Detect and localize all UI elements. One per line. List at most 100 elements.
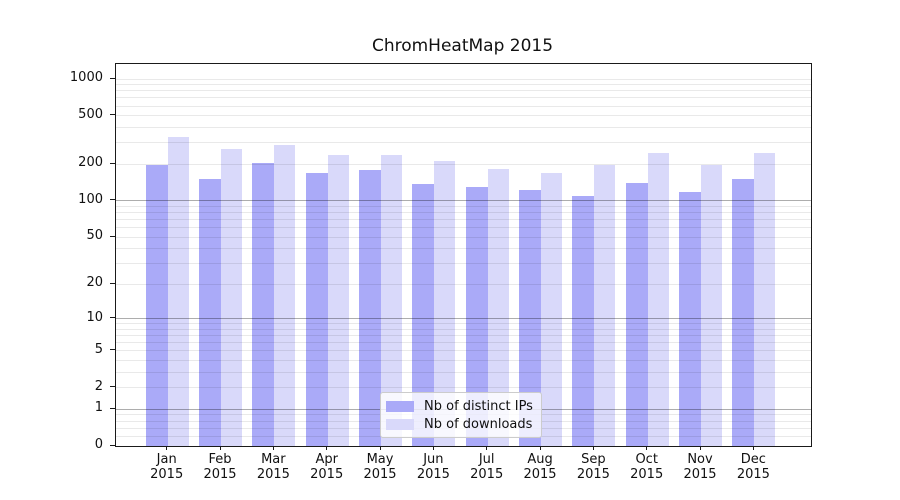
x-tick-year: 2015 xyxy=(256,467,290,482)
y-tick-label-500: 500 xyxy=(78,106,103,122)
y-gridline-minor xyxy=(116,342,811,344)
x-tick-year: 2015 xyxy=(470,467,504,482)
y-gridline-minor xyxy=(116,227,811,229)
bar-distinct-ips-jun xyxy=(412,184,435,446)
x-tick-label-nov: Nov 2015 xyxy=(673,452,727,482)
legend-label-distinct-ips: Nb of distinct IPs xyxy=(424,399,533,414)
y-gridline-major xyxy=(116,200,811,202)
y-tick-label-10: 10 xyxy=(86,309,103,325)
x-tick-mark-nov xyxy=(699,446,701,450)
y-tick-mark-20 xyxy=(110,282,115,284)
bar-downloads-dec xyxy=(754,152,776,446)
bar-downloads-feb xyxy=(221,149,243,446)
x-tick-month: Aug xyxy=(527,452,553,467)
x-tick-month: May xyxy=(366,452,394,467)
legend-swatch-distinct-ips xyxy=(386,401,414,412)
x-tick-month: Mar xyxy=(261,452,286,467)
x-tick-label-jan: Jan 2015 xyxy=(140,452,194,482)
y-tick-mark-50 xyxy=(110,235,115,237)
x-tick-month: Apr xyxy=(315,452,338,467)
bar-distinct-ips-feb xyxy=(199,179,222,446)
bar-distinct-ips-sep xyxy=(572,195,595,446)
bar-distinct-ips-oct xyxy=(625,183,648,446)
y-tick-mark-5 xyxy=(110,349,115,351)
y-gridline-minor xyxy=(116,115,811,117)
x-tick-mark-jun xyxy=(432,446,434,450)
y-tick-mark-500 xyxy=(110,114,115,116)
x-tick-month: Oct xyxy=(635,452,658,467)
bar-downloads-sep xyxy=(594,165,616,446)
bar-distinct-ips-mar xyxy=(252,162,275,446)
y-tick-label-50: 50 xyxy=(86,228,103,244)
y-gridline-minor xyxy=(116,323,811,325)
legend: Nb of distinct IPs Nb of downloads xyxy=(380,392,542,438)
y-gridline-minor xyxy=(116,219,811,221)
bar-distinct-ips-apr xyxy=(305,172,328,446)
y-tick-label-200: 200 xyxy=(78,155,103,171)
legend-swatch-downloads xyxy=(386,419,414,430)
x-tick-label-oct: Oct 2015 xyxy=(620,452,674,482)
bar-distinct-ips-may xyxy=(359,170,382,446)
y-gridline-minor xyxy=(116,78,811,80)
bar-downloads-may xyxy=(381,155,403,446)
legend-item-distinct-ips: Nb of distinct IPs xyxy=(386,398,541,415)
y-gridline-minor xyxy=(116,263,811,265)
y-tick-mark-100 xyxy=(110,199,115,201)
x-tick-mark-aug xyxy=(539,446,541,450)
y-gridline-minor xyxy=(116,127,811,129)
x-tick-year: 2015 xyxy=(416,467,450,482)
y-gridline-minor xyxy=(116,97,811,99)
y-tick-mark-2 xyxy=(110,386,115,388)
x-tick-mark-apr xyxy=(326,446,328,450)
x-tick-year: 2015 xyxy=(576,467,610,482)
y-gridline-minor xyxy=(116,236,811,238)
y-tick-label-1: 1 xyxy=(94,400,103,416)
y-gridline-minor xyxy=(116,335,811,337)
y-tick-mark-1000 xyxy=(110,77,115,79)
y-gridline-minor xyxy=(116,142,811,144)
x-tick-mark-dec xyxy=(752,446,754,450)
x-tick-label-aug: Aug 2015 xyxy=(513,452,567,482)
y-gridline-minor xyxy=(116,360,811,362)
x-tick-label-mar: Mar 2015 xyxy=(246,452,300,482)
x-tick-month: Sep xyxy=(581,452,606,467)
x-tick-mark-jul xyxy=(486,446,488,450)
y-gridline-minor xyxy=(116,248,811,250)
y-gridline-minor xyxy=(116,212,811,214)
bar-distinct-ips-dec xyxy=(732,178,755,446)
y-tick-mark-0 xyxy=(110,444,115,446)
y-gridline-minor xyxy=(116,371,811,373)
y-gridline-minor xyxy=(116,105,811,107)
y-tick-label-1000: 1000 xyxy=(69,70,103,86)
bar-downloads-nov xyxy=(701,165,723,446)
x-tick-month: Jan xyxy=(156,452,177,467)
y-gridline-minor xyxy=(116,163,811,165)
x-tick-month: Dec xyxy=(740,452,766,467)
x-tick-year: 2015 xyxy=(310,467,344,482)
bar-downloads-jun xyxy=(434,161,456,446)
y-gridline-minor xyxy=(116,328,811,330)
y-tick-label-100: 100 xyxy=(78,191,103,207)
chart-title: ChromHeatMap 2015 xyxy=(371,36,554,56)
y-tick-mark-1 xyxy=(110,407,115,409)
y-gridline-minor xyxy=(116,283,811,285)
x-tick-year: 2015 xyxy=(523,467,557,482)
bar-downloads-jul xyxy=(487,169,509,446)
bar-downloads-oct xyxy=(647,152,669,446)
x-tick-mark-may xyxy=(379,446,381,450)
y-gridline-minor xyxy=(116,84,811,86)
x-tick-label-feb: Feb 2015 xyxy=(193,452,247,482)
y-tick-label-0: 0 xyxy=(94,437,103,452)
bar-downloads-mar xyxy=(274,145,296,446)
x-tick-label-sep: Sep 2015 xyxy=(566,452,620,482)
legend-label-downloads: Nb of downloads xyxy=(424,417,533,432)
x-tick-month: Jun xyxy=(423,452,444,467)
x-tick-label-dec: Dec 2015 xyxy=(726,452,780,482)
x-tick-month: Jul xyxy=(478,452,495,467)
x-tick-year: 2015 xyxy=(683,467,717,482)
x-tick-month: Feb xyxy=(208,452,232,467)
y-tick-label-20: 20 xyxy=(86,275,103,291)
x-tick-label-may: May 2015 xyxy=(353,452,407,482)
legend-item-downloads: Nb of downloads xyxy=(386,416,541,433)
bar-distinct-ips-jan xyxy=(145,165,168,446)
